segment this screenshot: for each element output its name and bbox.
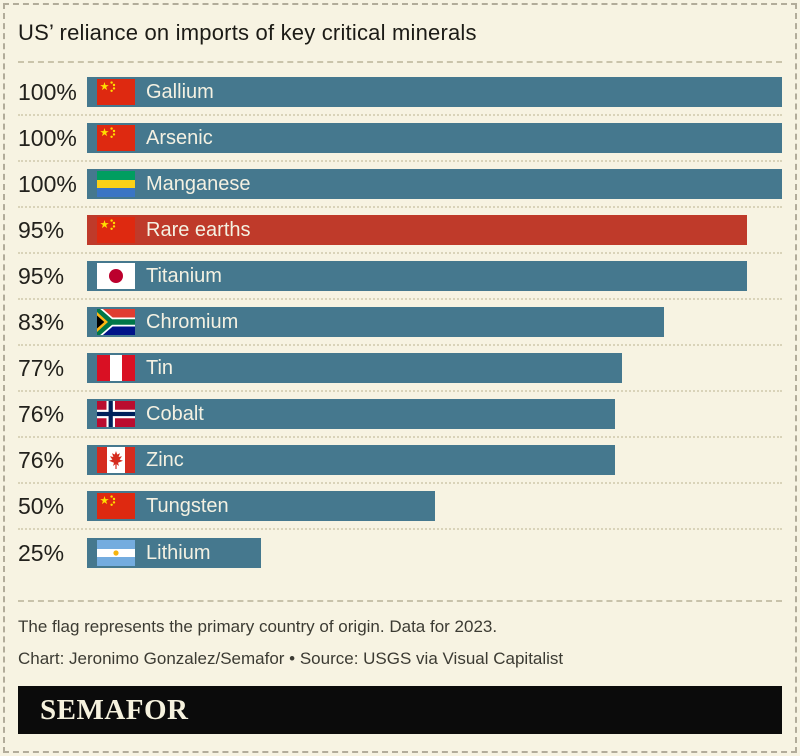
bar-row: 95% Rare earths — [18, 208, 782, 254]
page-content: US’ reliance on imports of key critical … — [5, 19, 795, 734]
canada-flag-icon — [97, 447, 135, 473]
bar-label: Zinc — [146, 448, 184, 471]
bar-value-label: 76% — [18, 446, 65, 473]
bar-track: Titanium — [87, 261, 782, 291]
bar-row: 76% Cobalt — [18, 392, 782, 438]
bar-label: Titanium — [146, 264, 222, 287]
title-divider — [18, 61, 782, 63]
bar-track: Tin — [87, 353, 782, 383]
bar: Tin — [87, 353, 623, 383]
argentina-flag-icon — [97, 540, 135, 566]
bar-value-label: 95% — [18, 216, 65, 243]
footer-note: The flag represents the primary country … — [18, 617, 498, 636]
gabon-flag-icon — [97, 171, 135, 197]
bar-row: 83% Chromium — [18, 300, 782, 346]
bar: Zinc — [87, 445, 616, 475]
semafor-logo: SEMAFOR — [40, 693, 189, 726]
china-flag-icon — [97, 79, 135, 105]
bar: Rare earths — [87, 215, 748, 245]
bar: Tungsten — [87, 491, 435, 521]
peru-flag-icon — [97, 355, 135, 381]
bar-track: Zinc — [87, 445, 782, 475]
bar-row: 95% Titanium — [18, 254, 782, 300]
bar-value-label: 100% — [18, 78, 77, 105]
bar-track: Manganese — [87, 169, 782, 199]
bar-row: 76% Zinc — [18, 438, 782, 484]
bar-chart: 100% Gallium 100% Arsenic 100% Manganese… — [18, 70, 782, 576]
bar-label: Chromium — [146, 310, 239, 333]
bar-value-label: 100% — [18, 124, 77, 151]
japan-flag-icon — [97, 263, 135, 289]
bar-row: 77% Tin — [18, 346, 782, 392]
page-title: US’ reliance on imports of key critical … — [18, 20, 477, 45]
bar-value-label: 83% — [18, 308, 65, 335]
bar-value-label: 77% — [18, 354, 65, 381]
bar: Titanium — [87, 261, 748, 291]
bar-label: Tungsten — [146, 494, 229, 517]
bar: Cobalt — [87, 399, 616, 429]
china-flag-icon — [97, 125, 135, 151]
bar-row: 100% Gallium — [18, 70, 782, 116]
footer-credit: Chart: Jeronimo Gonzalez/Semafor • Sourc… — [18, 649, 564, 668]
bar-row: 100% Manganese — [18, 162, 782, 208]
bar-track: Rare earths — [87, 215, 782, 245]
bar-track: Gallium — [87, 77, 782, 107]
bar-row: 25% Lithium — [18, 530, 782, 576]
bar-value-label: 95% — [18, 262, 65, 289]
bar-value-label: 76% — [18, 400, 65, 427]
bar-label: Manganese — [146, 172, 251, 195]
dashed-frame-border: US’ reliance on imports of key critical … — [3, 3, 797, 753]
bar-label: Rare earths — [146, 218, 251, 241]
bar: Chromium — [87, 307, 664, 337]
norway-flag-icon — [97, 401, 135, 427]
bar-track: Lithium — [87, 538, 782, 568]
bar: Manganese — [87, 169, 782, 199]
south-africa-flag-icon — [97, 309, 135, 335]
bar: Gallium — [87, 77, 782, 107]
bar-value-label: 100% — [18, 170, 77, 197]
bar-label: Tin — [146, 356, 174, 379]
bar-row: 50% Tungsten — [18, 484, 782, 530]
bar: Arsenic — [87, 123, 782, 153]
bar-label: Cobalt — [146, 402, 204, 425]
china-flag-icon — [97, 217, 135, 243]
bar-track: Cobalt — [87, 399, 782, 429]
bar-label: Lithium — [146, 541, 211, 564]
bar-track: Tungsten — [87, 491, 782, 521]
bar-value-label: 25% — [18, 539, 65, 566]
bar-label: Arsenic — [146, 126, 213, 149]
bar-row: 100% Arsenic — [18, 116, 782, 162]
semafor-logo-bar: SEMAFOR — [18, 686, 782, 734]
footer-divider — [18, 600, 782, 602]
china-flag-icon — [97, 493, 135, 519]
bar-track: Chromium — [87, 307, 782, 337]
bar-value-label: 50% — [18, 492, 65, 519]
bar-track: Arsenic — [87, 123, 782, 153]
bar-label: Gallium — [146, 80, 214, 103]
bar: Lithium — [87, 538, 261, 568]
